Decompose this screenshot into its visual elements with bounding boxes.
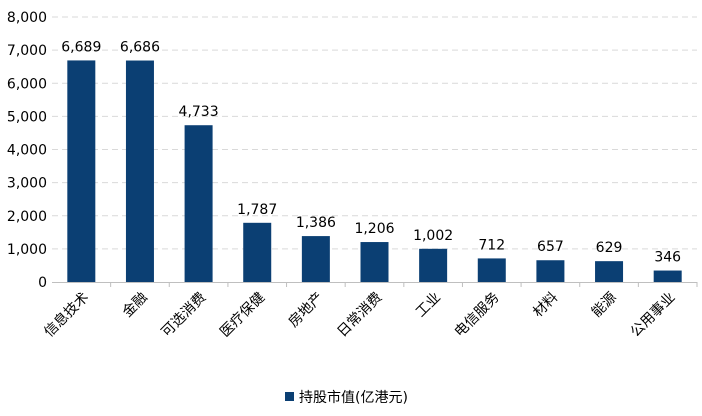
x-tick-label: 材料 — [530, 290, 561, 321]
y-tick-label: 4,000 — [7, 143, 47, 159]
data-labels: 6,689 6,686 4,733 1,787 1,386 1,206 1,002 712 65… — [61, 39, 681, 265]
bar — [67, 60, 96, 282]
y-tick-label: 5,000 — [7, 109, 47, 125]
y-axis: 0 1,000 2,000 3,000 4,000 5,000 6,000 7,000 8,00… — [7, 10, 47, 291]
bar — [125, 60, 154, 283]
y-tick-label: 6,000 — [7, 76, 47, 92]
x-tick-label: 日常消费 — [334, 290, 385, 341]
bar — [360, 242, 389, 282]
bar — [184, 125, 213, 282]
bars — [67, 60, 682, 283]
y-tick-label: 0 — [38, 275, 47, 291]
x-tick-label: 能源 — [589, 290, 620, 321]
x-tick-label: 医疗保健 — [217, 290, 268, 341]
x-tick-label: 房地产 — [286, 290, 327, 331]
x-tick-label: 公用事业 — [628, 290, 679, 341]
data-label: 712 — [478, 237, 505, 253]
data-label: 1,206 — [354, 221, 394, 237]
legend-swatch — [285, 392, 294, 401]
bar — [536, 260, 565, 282]
x-tick-label: 信息技术 — [41, 289, 93, 341]
x-axis: 信息技术 金融 可选消费 医疗保健 房地产 日常消费 工业 电信服务 材料 能源 公用事业 — [41, 282, 698, 341]
y-tick-label: 1,000 — [7, 242, 47, 258]
bar — [595, 261, 624, 282]
x-tick-label: 工业 — [413, 290, 444, 321]
data-label: 1,386 — [296, 215, 336, 231]
data-label: 657 — [537, 239, 564, 255]
legend: 持股市值(亿港元) — [285, 389, 408, 406]
bar — [477, 258, 506, 282]
data-label: 6,686 — [120, 40, 160, 56]
y-tick-label: 2,000 — [7, 209, 47, 225]
bar — [243, 222, 272, 282]
data-label: 4,733 — [179, 104, 219, 120]
x-tick-label: 可选消费 — [159, 290, 210, 341]
bar — [653, 270, 682, 282]
data-label: 1,787 — [237, 202, 277, 218]
x-tick-label: 电信服务 — [452, 290, 503, 341]
x-tick-label: 金融 — [120, 290, 151, 321]
bar — [301, 236, 330, 282]
bar — [419, 248, 448, 282]
y-tick-label: 3,000 — [7, 176, 47, 192]
data-label: 346 — [654, 250, 681, 266]
y-tick-label: 8,000 — [7, 10, 47, 26]
legend-label: 持股市值(亿港元) — [299, 389, 408, 406]
data-label: 1,002 — [413, 228, 453, 244]
data-label: 6,689 — [61, 39, 101, 55]
y-tick-label: 7,000 — [7, 43, 47, 59]
data-label: 629 — [596, 240, 623, 256]
